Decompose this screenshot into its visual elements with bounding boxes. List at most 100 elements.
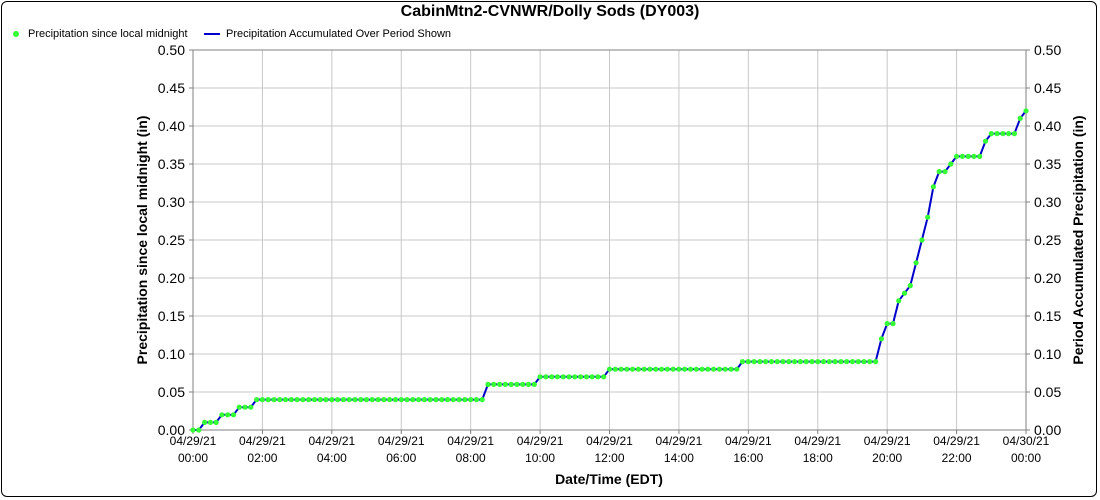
y-tick-label-right: 0.00 xyxy=(1034,422,1061,438)
data-point xyxy=(363,397,370,403)
y-axis-right-ticks: 0.00 0.05 0.10 0.15 0.20 0.25 0.30 0.35 0.40 0.45… xyxy=(1026,42,1061,438)
data-point xyxy=(803,359,809,365)
data-point xyxy=(335,397,341,403)
data-point xyxy=(815,359,821,365)
x-tick-label-time: 04:00 xyxy=(317,451,347,465)
data-point xyxy=(537,374,543,380)
y-tick-label-left: 0.50 xyxy=(158,42,185,58)
data-point xyxy=(525,381,532,387)
data-point xyxy=(1023,108,1029,114)
data-point xyxy=(965,153,971,159)
data-point xyxy=(340,397,346,403)
data-point xyxy=(601,374,607,380)
data-point xyxy=(797,359,804,365)
data-point xyxy=(745,359,751,365)
data-point xyxy=(439,397,445,403)
data-point xyxy=(890,321,896,327)
x-axis-ticks: 04/29/21 00:00 04/29/21 02:00 04/29/21 04:00 0… xyxy=(170,430,1050,465)
y-tick-label-right: 0.35 xyxy=(1034,156,1061,172)
legend-marker-green-dot xyxy=(13,31,19,37)
x-tick-label-time: 22:00 xyxy=(942,451,972,465)
data-point xyxy=(283,397,289,403)
data-point xyxy=(612,366,618,372)
y-tick-label-left: 0.20 xyxy=(158,270,185,286)
data-point xyxy=(502,381,508,387)
data-point xyxy=(230,412,237,418)
data-point xyxy=(531,381,537,387)
data-point xyxy=(1006,131,1012,137)
data-point xyxy=(751,359,757,365)
data-point xyxy=(971,153,977,159)
data-point xyxy=(433,397,439,403)
y-axis-right-label: Period Accumulated Precipitation (in) xyxy=(1070,115,1086,364)
data-point xyxy=(687,366,694,372)
x-tick-label-date: 04/29/21 xyxy=(308,434,355,448)
data-point xyxy=(369,397,375,403)
x-tick-label-time: 00:00 xyxy=(178,451,208,465)
data-point xyxy=(624,366,630,372)
data-point xyxy=(549,374,555,380)
data-point xyxy=(566,374,572,380)
data-point xyxy=(468,397,474,403)
data-point xyxy=(300,397,306,403)
y-tick-label-left: 0.25 xyxy=(158,232,185,248)
x-tick-label-time: 00:00 xyxy=(1011,451,1041,465)
x-tick-label-time: 14:00 xyxy=(664,451,694,465)
x-tick-label-date: 04/29/21 xyxy=(725,434,772,448)
data-point xyxy=(826,359,832,365)
grid-lines xyxy=(193,50,1026,430)
data-point xyxy=(734,366,740,372)
data-point xyxy=(456,397,462,403)
legend-item-precip-since-midnight: Precipitation since local midnight xyxy=(8,27,188,41)
data-point xyxy=(479,397,485,403)
data-point xyxy=(832,359,838,365)
data-point xyxy=(907,283,913,289)
data-point xyxy=(774,359,780,365)
data-point xyxy=(416,397,422,403)
data-point xyxy=(491,381,497,387)
data-point xyxy=(994,131,1000,137)
data-point xyxy=(473,397,480,403)
x-tick-label-time: 08:00 xyxy=(456,451,486,465)
data-point xyxy=(919,237,925,243)
legend-label-precip-since-midnight: Precipitation since local midnight xyxy=(28,28,188,40)
x-tick-label-time: 02:00 xyxy=(247,451,277,465)
data-point xyxy=(311,397,318,403)
data-point xyxy=(265,397,271,403)
data-point xyxy=(387,397,393,403)
data-point xyxy=(578,374,584,380)
y-tick-label-right: 0.40 xyxy=(1034,118,1061,134)
data-point xyxy=(780,359,786,365)
data-point xyxy=(392,397,399,403)
x-tick-label-time: 16:00 xyxy=(733,451,763,465)
data-point xyxy=(560,374,566,380)
data-point xyxy=(716,366,723,372)
data-point xyxy=(705,366,711,372)
y-tick-label-left: 0.30 xyxy=(158,194,185,210)
data-point xyxy=(763,359,769,365)
x-tick-label-date: 04/29/21 xyxy=(656,434,703,448)
data-point xyxy=(554,374,561,380)
data-point xyxy=(844,359,850,365)
x-tick-label-time: 10:00 xyxy=(525,451,555,465)
x-tick-label-date: 04/29/21 xyxy=(794,434,841,448)
legend-label-period-accumulated: Precipitation Accumulated Over Period Sh… xyxy=(226,28,452,40)
y-tick-label-right: 0.50 xyxy=(1034,42,1061,58)
data-point xyxy=(254,397,260,403)
x-tick-label-date: 04/29/21 xyxy=(586,434,633,448)
data-point xyxy=(306,397,312,403)
data-point xyxy=(225,412,231,418)
data-point xyxy=(878,336,885,342)
data-point xyxy=(606,366,613,372)
data-point xyxy=(543,374,549,380)
data-point xyxy=(792,359,798,365)
y-axis-left-label: Precipitation since local midnight (in) xyxy=(134,116,150,365)
data-point xyxy=(288,397,294,403)
data-point xyxy=(838,359,844,365)
x-tick-label-date: 04/29/21 xyxy=(933,434,980,448)
data-point xyxy=(462,397,468,403)
data-point xyxy=(207,419,213,425)
data-point xyxy=(271,397,277,403)
data-point xyxy=(196,427,202,433)
chart-title: CabinMtn2-CVNWR/Dolly Sods (DY003) xyxy=(400,3,700,20)
